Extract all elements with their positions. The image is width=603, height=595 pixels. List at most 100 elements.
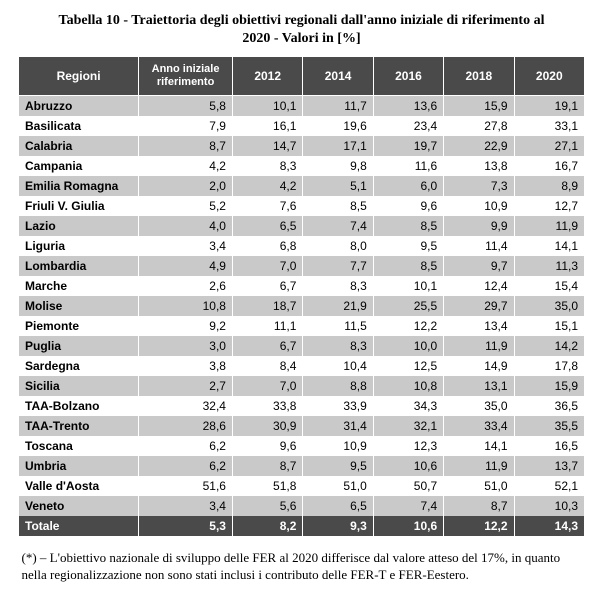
cell-value: 32,4 <box>139 396 233 416</box>
cell-value: 13,7 <box>514 456 584 476</box>
region-name: Abruzzo <box>19 95 139 116</box>
cell-value: 14,2 <box>514 336 584 356</box>
table-row: Lazio4,06,57,48,59,911,9 <box>19 216 585 236</box>
cell-value: 11,4 <box>444 236 514 256</box>
cell-value: 6,2 <box>139 436 233 456</box>
cell-value: 14,7 <box>232 136 302 156</box>
cell-value: 4,0 <box>139 216 233 236</box>
region-name: Sicilia <box>19 376 139 396</box>
cell-value: 12,2 <box>373 316 443 336</box>
cell-value: 10,9 <box>303 436 373 456</box>
total-value: 12,2 <box>444 516 514 536</box>
cell-value: 10,1 <box>232 95 302 116</box>
cell-value: 8,7 <box>444 496 514 516</box>
cell-value: 8,7 <box>232 456 302 476</box>
cell-value: 7,4 <box>303 216 373 236</box>
cell-value: 23,4 <box>373 116 443 136</box>
cell-value: 35,0 <box>514 296 584 316</box>
cell-value: 19,1 <box>514 95 584 116</box>
cell-value: 15,1 <box>514 316 584 336</box>
total-value: 9,3 <box>303 516 373 536</box>
cell-value: 9,2 <box>139 316 233 336</box>
cell-value: 10,3 <box>514 496 584 516</box>
cell-value: 4,2 <box>139 156 233 176</box>
cell-value: 10,4 <box>303 356 373 376</box>
table-row: Liguria3,46,88,09,511,414,1 <box>19 236 585 256</box>
cell-value: 10,0 <box>373 336 443 356</box>
cell-value: 8,0 <box>303 236 373 256</box>
cell-value: 34,3 <box>373 396 443 416</box>
cell-value: 13,8 <box>444 156 514 176</box>
cell-value: 33,4 <box>444 416 514 436</box>
cell-value: 31,4 <box>303 416 373 436</box>
cell-value: 11,5 <box>303 316 373 336</box>
title-line-2: 2020 - Valori in [%] <box>242 31 360 46</box>
cell-value: 7,4 <box>373 496 443 516</box>
region-name: Campania <box>19 156 139 176</box>
col-header-2018: 2018 <box>444 57 514 95</box>
region-name: Molise <box>19 296 139 316</box>
cell-value: 15,4 <box>514 276 584 296</box>
cell-value: 7,0 <box>232 376 302 396</box>
cell-value: 8,8 <box>303 376 373 396</box>
cell-value: 17,8 <box>514 356 584 376</box>
cell-value: 14,9 <box>444 356 514 376</box>
cell-value: 7,9 <box>139 116 233 136</box>
cell-value: 16,1 <box>232 116 302 136</box>
table-row: Puglia3,06,78,310,011,914,2 <box>19 336 585 356</box>
cell-value: 3,0 <box>139 336 233 356</box>
cell-value: 8,5 <box>303 196 373 216</box>
cell-value: 52,1 <box>514 476 584 496</box>
region-name: Calabria <box>19 136 139 156</box>
cell-value: 17,1 <box>303 136 373 156</box>
cell-value: 5,8 <box>139 95 233 116</box>
cell-value: 18,7 <box>232 296 302 316</box>
region-name: Friuli V. Giulia <box>19 196 139 216</box>
cell-value: 5,6 <box>232 496 302 516</box>
cell-value: 50,7 <box>373 476 443 496</box>
cell-value: 5,2 <box>139 196 233 216</box>
cell-value: 10,9 <box>444 196 514 216</box>
table-row: Calabria8,714,717,119,722,927,1 <box>19 136 585 156</box>
table-row: TAA-Trento28,630,931,432,133,435,5 <box>19 416 585 436</box>
region-name: Emilia Romagna <box>19 176 139 196</box>
cell-value: 7,3 <box>444 176 514 196</box>
cell-value: 27,8 <box>444 116 514 136</box>
cell-value: 4,9 <box>139 256 233 276</box>
table-row: Piemonte9,211,111,512,213,415,1 <box>19 316 585 336</box>
region-name: Lazio <box>19 216 139 236</box>
region-name: Piemonte <box>19 316 139 336</box>
table-row: Marche2,66,78,310,112,415,4 <box>19 276 585 296</box>
cell-value: 8,3 <box>303 276 373 296</box>
cell-value: 16,5 <box>514 436 584 456</box>
col-header-2012: 2012 <box>232 57 302 95</box>
col-header-region: Regioni <box>19 57 139 95</box>
cell-value: 36,5 <box>514 396 584 416</box>
cell-value: 32,1 <box>373 416 443 436</box>
cell-value: 10,8 <box>139 296 233 316</box>
footnote: (*) – L'obiettivo nazionale di sviluppo … <box>22 550 582 584</box>
cell-value: 2,6 <box>139 276 233 296</box>
regional-objectives-table: Regioni Anno iniziale riferimento 2012 2… <box>18 56 585 535</box>
table-row: Campania4,28,39,811,613,816,7 <box>19 156 585 176</box>
table-row: Valle d'Aosta51,651,851,050,751,052,1 <box>19 476 585 496</box>
cell-value: 13,1 <box>444 376 514 396</box>
cell-value: 33,8 <box>232 396 302 416</box>
cell-value: 14,1 <box>444 436 514 456</box>
cell-value: 12,4 <box>444 276 514 296</box>
cell-value: 12,7 <box>514 196 584 216</box>
cell-value: 6,0 <box>373 176 443 196</box>
table-row: Sicilia2,77,08,810,813,115,9 <box>19 376 585 396</box>
cell-value: 2,7 <box>139 376 233 396</box>
cell-value: 6,5 <box>232 216 302 236</box>
cell-value: 6,2 <box>139 456 233 476</box>
cell-value: 8,3 <box>303 336 373 356</box>
cell-value: 3,4 <box>139 496 233 516</box>
cell-value: 6,5 <box>303 496 373 516</box>
cell-value: 9,5 <box>303 456 373 476</box>
cell-value: 6,7 <box>232 336 302 356</box>
cell-value: 51,6 <box>139 476 233 496</box>
cell-value: 25,5 <box>373 296 443 316</box>
region-name: Sardegna <box>19 356 139 376</box>
cell-value: 16,7 <box>514 156 584 176</box>
